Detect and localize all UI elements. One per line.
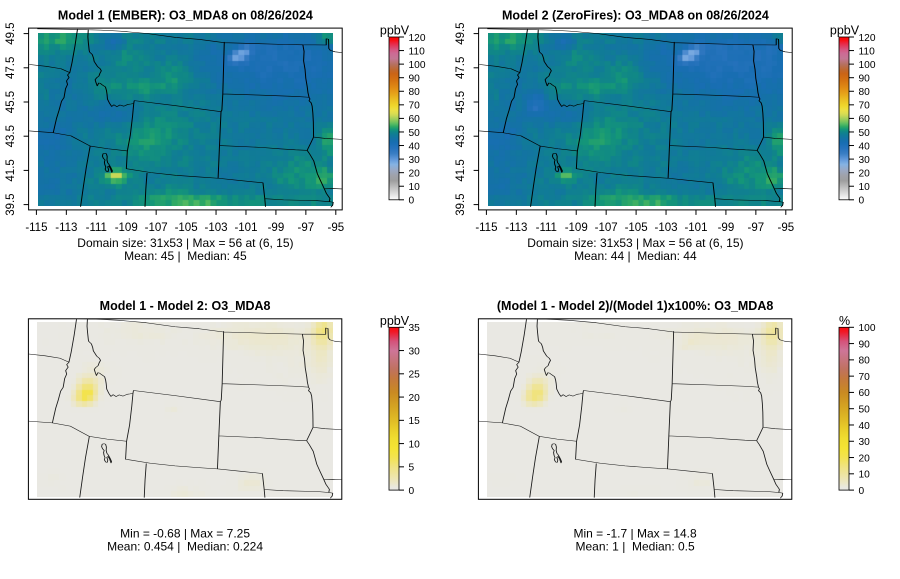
svg-text:-111: -111 [536,222,557,234]
svg-text:25: 25 [409,370,421,381]
svg-text:Model 1 - Model 2: O3_MDA8: Model 1 - Model 2: O3_MDA8 [100,299,271,313]
svg-text:45.5: 45.5 [455,91,467,113]
svg-text:50: 50 [859,405,871,416]
svg-text:60: 60 [859,114,871,125]
svg-text:30: 30 [859,155,871,166]
svg-text:Mean: 1 | Median: 0.5: Mean: 1 | Median: 0.5 [576,539,696,553]
svg-text:41.5: 41.5 [5,159,17,181]
svg-text:120: 120 [409,33,426,44]
svg-text:0: 0 [409,196,415,207]
svg-text:-101: -101 [234,222,257,234]
svg-text:70: 70 [859,372,871,383]
svg-text:-115: -115 [475,222,497,234]
svg-text:35: 35 [409,323,421,334]
svg-text:10: 10 [409,182,421,193]
svg-text:120: 120 [859,33,876,44]
svg-text:90: 90 [859,339,871,350]
svg-text:-95: -95 [327,222,344,234]
svg-text:15: 15 [409,416,421,427]
svg-text:ppbV: ppbV [380,24,410,38]
svg-text:-103: -103 [205,222,228,234]
svg-text:90: 90 [859,74,871,85]
svg-text:20: 20 [859,168,871,179]
svg-text:43.5: 43.5 [455,125,467,147]
svg-text:90: 90 [409,74,421,85]
svg-text:43.5: 43.5 [5,125,17,147]
svg-text:41.5: 41.5 [455,159,467,181]
svg-text:80: 80 [409,87,421,98]
svg-text:-109: -109 [115,222,138,234]
svg-text:40: 40 [409,141,421,152]
svg-text:110: 110 [859,46,876,57]
svg-text:-115: -115 [25,222,47,234]
svg-text:-101: -101 [684,222,707,234]
svg-text:100: 100 [409,60,426,71]
svg-text:Domain size: 31x53 | Max = 56: Domain size: 31x53 | Max = 56 at (6, 15) [77,236,293,250]
svg-text:80: 80 [859,87,871,98]
svg-text:40: 40 [859,141,871,152]
svg-text:Mean: 0.454 | Median: 0.224: Mean: 0.454 | Median: 0.224 [107,539,263,553]
svg-text:0: 0 [859,486,865,497]
svg-text:60: 60 [409,114,421,125]
svg-text:47.5: 47.5 [455,57,467,79]
svg-text:70: 70 [859,101,871,112]
svg-text:45.5: 45.5 [5,91,17,113]
svg-text:-95: -95 [777,222,794,234]
svg-text:50: 50 [409,128,421,139]
svg-text:%: % [839,314,850,328]
svg-text:10: 10 [859,182,871,193]
svg-text:Domain size: 31x53 | Max = 56: Domain size: 31x53 | Max = 56 at (6, 15) [527,236,743,250]
svg-text:39.5: 39.5 [455,193,467,215]
svg-text:ppbV: ppbV [380,314,410,328]
svg-text:20: 20 [409,393,421,404]
svg-text:10: 10 [859,470,871,481]
svg-text:-97: -97 [748,222,765,234]
svg-text:Mean: 45 | Median: 45: Mean: 45 | Median: 45 [124,249,247,263]
svg-text:100: 100 [859,323,876,334]
svg-text:70: 70 [409,101,421,112]
svg-text:Min = -0.68 | Max = 7.25: Min = -0.68 | Max = 7.25 [120,526,250,540]
svg-text:50: 50 [859,128,871,139]
svg-text:-109: -109 [565,222,588,234]
svg-text:40: 40 [859,421,871,432]
svg-text:ppbV: ppbV [830,24,860,38]
svg-text:-105: -105 [625,222,648,234]
svg-text:(Model 1 - Model 2)/(Model 1)x: (Model 1 - Model 2)/(Model 1)x100%: O3_M… [497,299,773,313]
svg-text:0: 0 [409,486,415,497]
svg-text:20: 20 [409,168,421,179]
svg-text:60: 60 [859,388,871,399]
svg-text:-107: -107 [145,222,168,234]
svg-text:-107: -107 [595,222,618,234]
svg-text:-111: -111 [86,222,107,234]
svg-text:0: 0 [859,196,865,207]
svg-text:Mean: 44 | Median: 44: Mean: 44 | Median: 44 [574,249,697,263]
svg-text:49.5: 49.5 [5,22,17,44]
svg-text:Model 1 (EMBER): O3_MDA8 on 08: Model 1 (EMBER): O3_MDA8 on 08/26/2024 [58,9,313,23]
svg-text:-97: -97 [298,222,315,234]
svg-text:20: 20 [859,453,871,464]
svg-text:110: 110 [409,46,426,57]
svg-text:10: 10 [409,439,421,450]
svg-text:100: 100 [859,60,876,71]
svg-text:30: 30 [409,155,421,166]
svg-text:-113: -113 [505,222,527,234]
svg-text:30: 30 [409,346,421,357]
svg-text:-99: -99 [718,222,735,234]
svg-text:47.5: 47.5 [5,57,17,79]
svg-text:30: 30 [859,437,871,448]
svg-text:-103: -103 [655,222,678,234]
svg-text:5: 5 [409,463,415,474]
svg-text:39.5: 39.5 [5,193,17,215]
svg-text:80: 80 [859,356,871,367]
svg-text:Min = -1.7 | Max = 14.8: Min = -1.7 | Max = 14.8 [574,526,698,540]
svg-text:49.5: 49.5 [455,22,467,44]
svg-text:Model 2 (ZeroFires): O3_MDA8 o: Model 2 (ZeroFires): O3_MDA8 on 08/26/20… [502,9,769,23]
svg-text:-105: -105 [175,222,198,234]
svg-text:-99: -99 [268,222,285,234]
svg-text:-113: -113 [55,222,77,234]
